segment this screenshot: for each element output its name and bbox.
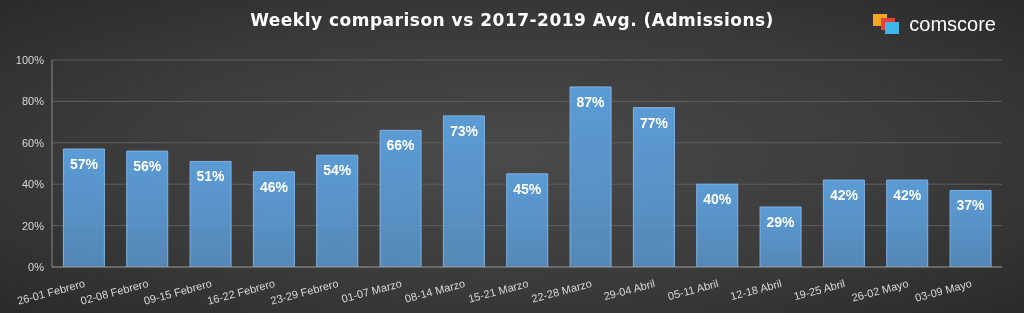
svg-text:80%: 80% (22, 95, 44, 107)
svg-text:01-07 Marzo: 01-07 Marzo (340, 277, 403, 305)
svg-text:23-29 Febrero: 23-29 Febrero (269, 277, 339, 307)
svg-text:40%: 40% (22, 178, 44, 190)
svg-text:26-01 Febrero: 26-01 Febrero (16, 277, 86, 307)
svg-text:60%: 60% (22, 137, 44, 149)
svg-text:54%: 54% (323, 162, 352, 178)
svg-text:15-21 Marzo: 15-21 Marzo (467, 277, 530, 305)
svg-text:0%: 0% (28, 261, 44, 273)
svg-text:37%: 37% (957, 197, 986, 213)
svg-text:57%: 57% (70, 156, 99, 172)
svg-text:51%: 51% (197, 168, 226, 184)
svg-text:100%: 100% (16, 54, 44, 66)
svg-text:29-04 Abril: 29-04 Abril (602, 277, 656, 302)
svg-text:03-09 Mayo: 03-09 Mayo (914, 277, 973, 304)
svg-text:42%: 42% (893, 187, 922, 203)
svg-text:02-08 Febrero: 02-08 Febrero (79, 277, 149, 307)
svg-text:20%: 20% (22, 220, 44, 232)
svg-text:22-28 Marzo: 22-28 Marzo (530, 277, 593, 305)
html-text:Weekly comparison vs 2017-2019: Weekly comparison vs 2017-2019 Avg. (Adm… (250, 10, 774, 30)
svg-text:66%: 66% (387, 137, 416, 153)
svg-text:12-18 Abril: 12-18 Abril (729, 277, 783, 302)
svg-text:42%: 42% (830, 187, 859, 203)
svg-text:29%: 29% (767, 214, 796, 230)
svg-text:40%: 40% (703, 191, 732, 207)
svg-text:16-22 Febrero: 16-22 Febrero (206, 277, 276, 307)
svg-text:73%: 73% (450, 123, 479, 139)
svg-text:77%: 77% (640, 115, 669, 131)
svg-text:08-14 Marzo: 08-14 Marzo (403, 277, 466, 305)
svg-text:56%: 56% (133, 158, 162, 174)
svg-text:26-02 Mayo: 26-02 Mayo (850, 277, 909, 304)
svg-text:19-25 Abril: 19-25 Abril (792, 277, 846, 302)
html-text:comscore: comscore (909, 12, 996, 35)
svg-text:87%: 87% (577, 94, 606, 110)
svg-text:45%: 45% (513, 181, 542, 197)
svg-text:09-15 Febrero: 09-15 Febrero (142, 277, 212, 307)
svg-text:46%: 46% (260, 179, 289, 195)
svg-text:05-11 Abril: 05-11 Abril (666, 277, 719, 302)
